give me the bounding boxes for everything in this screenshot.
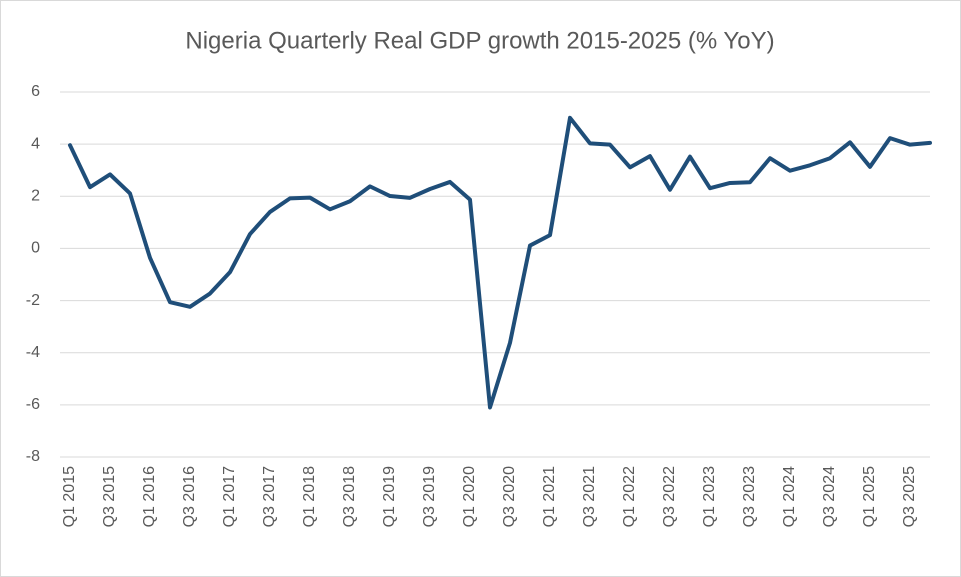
y-tick-label: 0 <box>31 240 40 257</box>
y-tick-label: -6 <box>26 396 40 413</box>
x-tick-label: Q3 2025 <box>901 466 918 527</box>
x-tick-label: Q1 2024 <box>781 466 798 527</box>
y-tick-label: 4 <box>31 135 40 152</box>
x-tick-label: Q3 2019 <box>421 466 438 527</box>
x-tick-label: Q1 2021 <box>541 466 558 527</box>
x-tick-label: Q1 2022 <box>621 466 638 527</box>
y-tick-label: 2 <box>31 188 40 205</box>
x-tick-label: Q1 2025 <box>861 466 878 527</box>
x-tick-label: Q1 2023 <box>701 466 718 527</box>
y-tick-label: -2 <box>26 292 40 309</box>
x-tick-label: Q3 2022 <box>661 466 678 527</box>
x-tick-label: Q1 2015 <box>61 466 78 527</box>
data-line <box>68 115 932 410</box>
x-tick-label: Q3 2018 <box>341 466 358 527</box>
x-tick-label: Q3 2024 <box>821 466 838 527</box>
x-tick-label: Q3 2020 <box>501 466 518 527</box>
x-tick-label: Q3 2021 <box>581 466 598 527</box>
x-tick-label: Q3 2023 <box>741 466 758 527</box>
chart-title: Nigeria Quarterly Real GDP growth 2015-2… <box>185 27 774 54</box>
x-tick-label: Q1 2016 <box>141 466 158 527</box>
y-tick-label: 6 <box>31 83 40 100</box>
y-tick-label: -4 <box>26 344 40 361</box>
x-tick-label: Q1 2020 <box>461 466 478 527</box>
x-tick-label: Q3 2015 <box>101 466 118 527</box>
y-tick-label: -8 <box>26 448 40 465</box>
x-tick-label: Q3 2016 <box>181 466 198 527</box>
x-tick-label: Q1 2017 <box>221 466 238 527</box>
x-tick-label: Q1 2018 <box>301 466 318 527</box>
x-tick-label: Q1 2019 <box>381 466 398 527</box>
x-tick-label: Q3 2017 <box>261 466 278 527</box>
